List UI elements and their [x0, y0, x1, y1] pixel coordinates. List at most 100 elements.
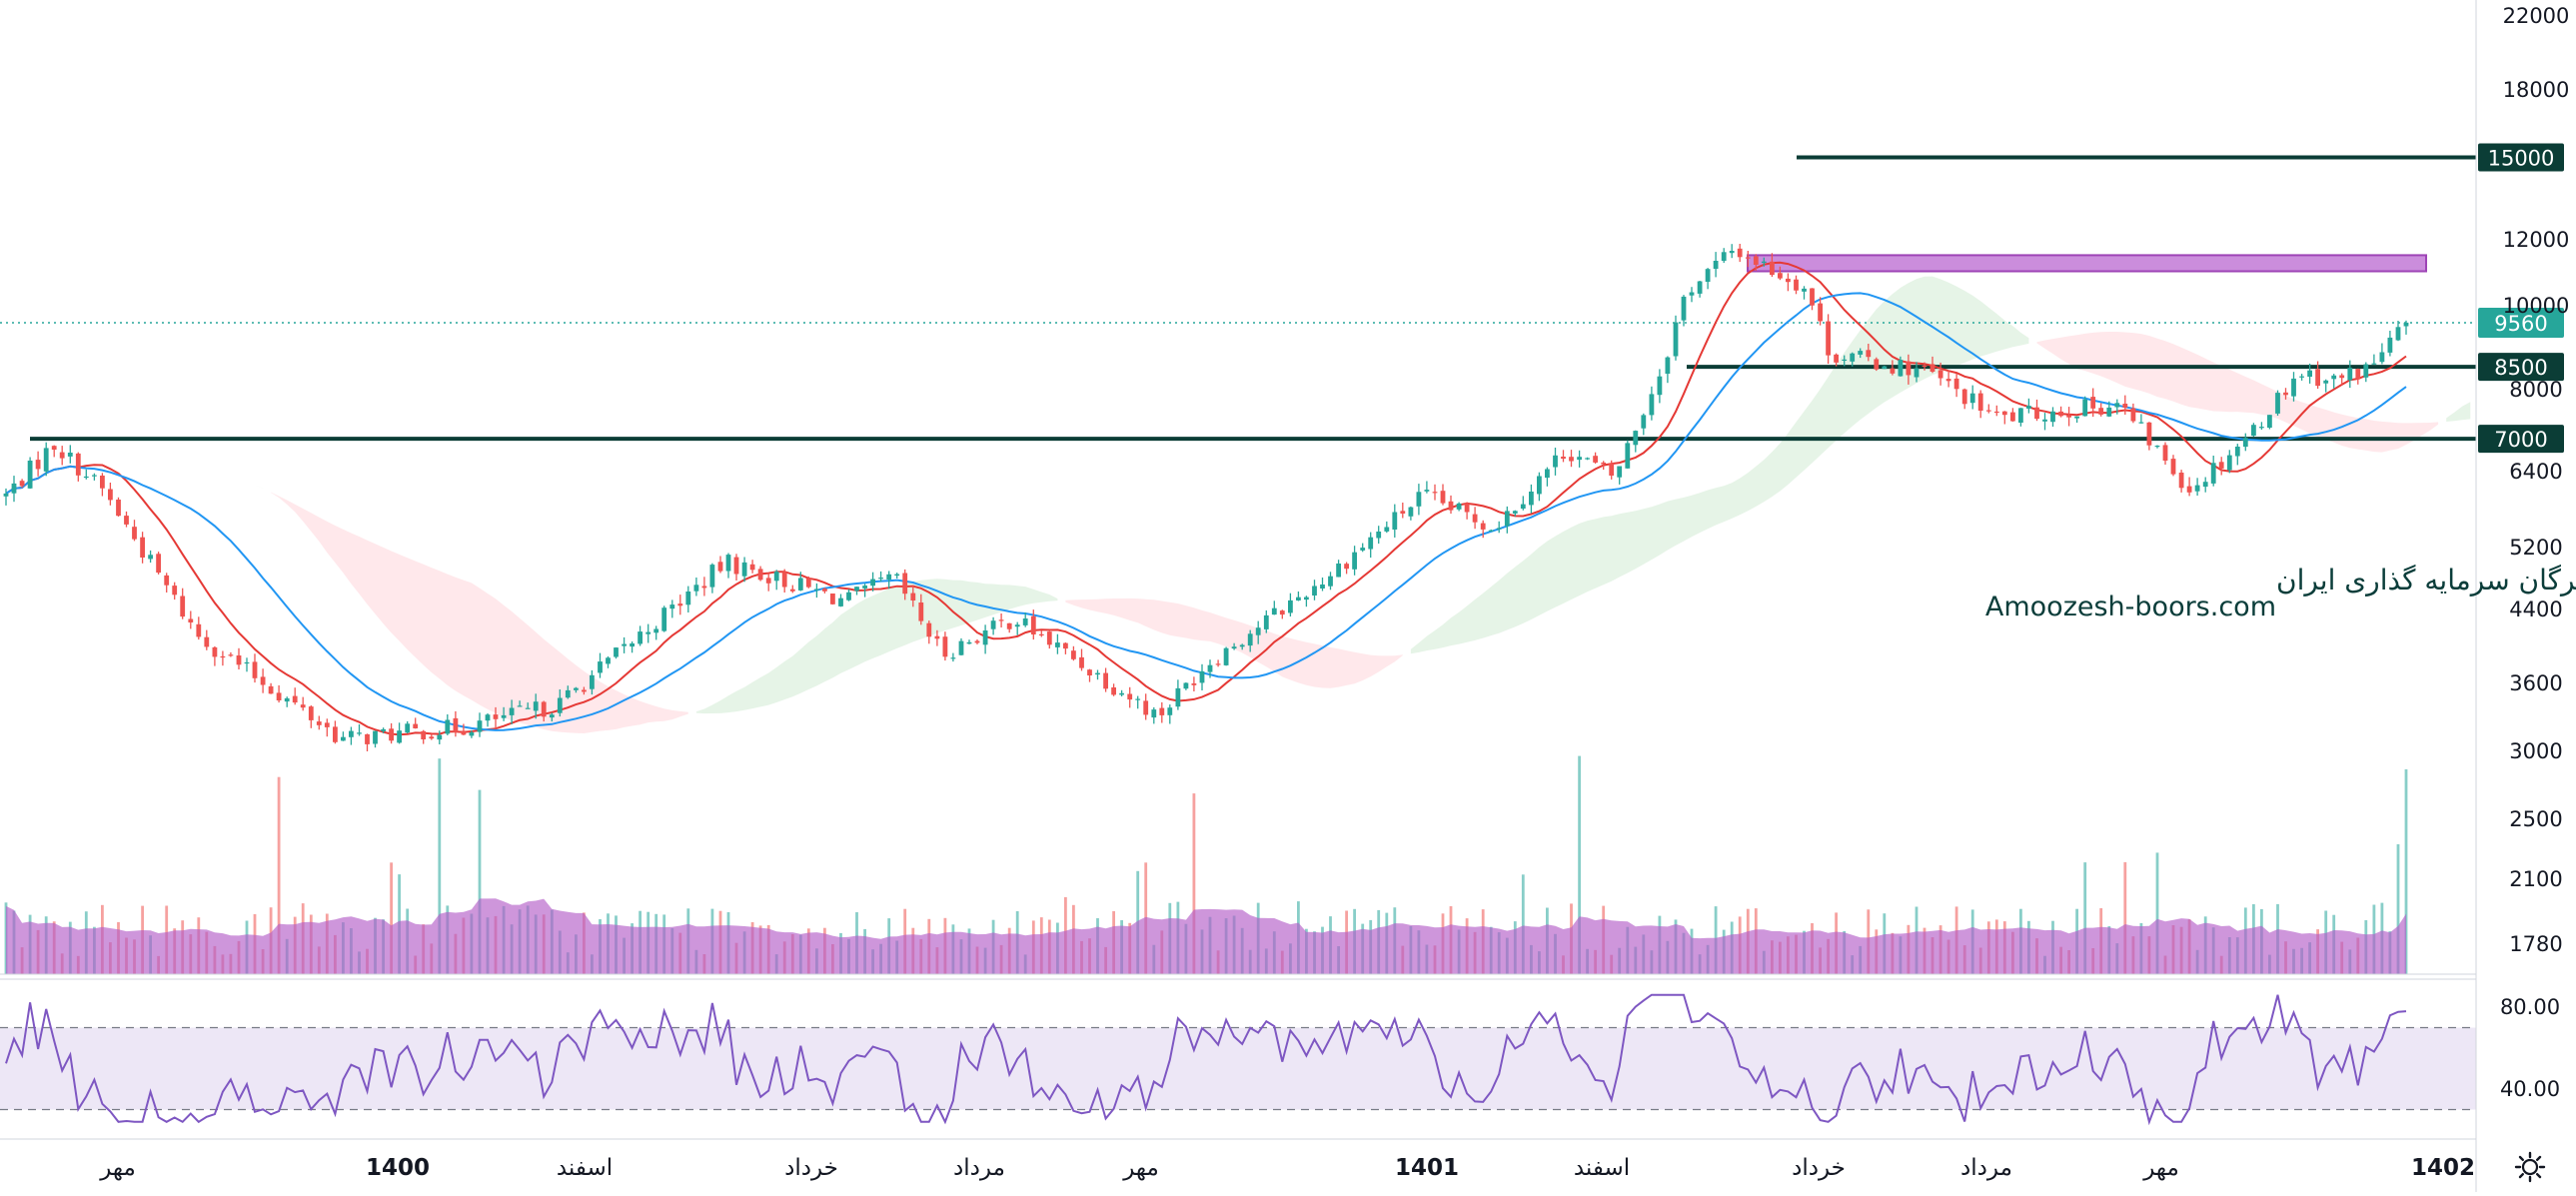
candle-body: [1480, 523, 1486, 530]
candle: [2026, 398, 2031, 414]
candle: [1207, 659, 1213, 678]
candle: [1199, 663, 1205, 690]
level-badge-8500: [2478, 353, 2564, 382]
candle: [661, 605, 667, 632]
candle: [2001, 411, 2007, 425]
candle-body: [2026, 406, 2031, 409]
candle: [870, 572, 875, 592]
candle: [373, 730, 378, 748]
candle: [2291, 372, 2296, 402]
candle: [677, 595, 683, 615]
candle: [156, 552, 161, 575]
candle: [2202, 477, 2208, 493]
candle: [2050, 407, 2055, 427]
axes: 22000 18000 12000 10000 8000 6400 5200 4400 3600…: [99, 0, 2569, 1192]
candle-body: [998, 619, 1004, 621]
candle-body: [1993, 411, 1999, 414]
candle: [614, 646, 619, 659]
candle: [2226, 450, 2232, 474]
chart-settings-button[interactable]: [2510, 1147, 2550, 1187]
candle-body: [910, 593, 916, 600]
candle-body: [1697, 281, 1703, 294]
candle-body: [2202, 482, 2208, 488]
candle-body: [2218, 462, 2224, 469]
candle: [1649, 386, 1655, 421]
candle-body: [1288, 599, 1293, 613]
candle: [333, 720, 338, 744]
candle-body: [902, 573, 908, 595]
candle: [1673, 315, 1679, 361]
candle: [19, 479, 25, 489]
candle-body: [1304, 597, 1309, 600]
candle: [1834, 353, 1839, 367]
candle: [43, 442, 49, 477]
cloud-segment: [271, 492, 688, 733]
candle-body: [2267, 415, 2272, 428]
candle-body: [1969, 393, 1975, 404]
candle-body: [982, 630, 988, 645]
candle-body: [2291, 378, 2296, 397]
level-label-15000: 15000: [2488, 146, 2555, 170]
candle-body: [846, 592, 851, 600]
candle: [1721, 248, 1727, 264]
candle-body: [188, 618, 194, 622]
candle-body: [565, 689, 571, 698]
resistance-zone: [1747, 254, 2427, 273]
price-tick-label: 2500: [2509, 807, 2562, 831]
candle-body: [1914, 368, 1920, 378]
candle-body: [1585, 458, 1590, 460]
candle-body: [1336, 564, 1341, 578]
candle-body: [1593, 456, 1598, 463]
candle-body: [2090, 397, 2096, 409]
candle-body: [1753, 256, 1759, 265]
candle-body: [1649, 394, 1655, 416]
candle-body: [838, 598, 843, 606]
candle: [574, 686, 579, 693]
candle: [268, 682, 274, 694]
candle-body: [725, 555, 731, 572]
candle-body: [461, 730, 467, 735]
candle-body: [1866, 350, 1872, 358]
candle-body: [653, 628, 659, 633]
candle-body: [1665, 357, 1671, 374]
candle-body: [1842, 359, 1848, 361]
candle-body: [1786, 278, 1791, 283]
candle: [501, 706, 507, 721]
candle-body: [517, 705, 523, 707]
candle-body: [1400, 511, 1406, 514]
candle: [1408, 506, 1414, 521]
candle-body: [1721, 252, 1727, 261]
price-tick-label: 3600: [2509, 671, 2562, 695]
candle-body: [1143, 700, 1149, 715]
candle: [1022, 612, 1028, 627]
candle: [365, 733, 370, 751]
candle-body: [108, 489, 113, 501]
candle-body: [1328, 576, 1333, 587]
candle-body: [2259, 427, 2264, 429]
candle-body: [525, 707, 531, 709]
volume-bar: [2155, 852, 2159, 974]
candle-body: [1713, 261, 1719, 269]
candle: [1167, 704, 1173, 724]
candle-body: [1882, 366, 1888, 370]
candle: [2234, 444, 2240, 466]
candle-body: [140, 537, 145, 558]
candle-body: [1376, 532, 1382, 539]
candle: [437, 730, 443, 744]
candle: [2403, 320, 2409, 335]
candle: [1416, 484, 1422, 516]
candle: [902, 569, 908, 600]
candle-body: [429, 736, 435, 739]
candle: [2162, 442, 2168, 465]
candle-body: [1488, 530, 1494, 532]
candle-body: [1802, 288, 1807, 292]
time-tick-label: اسفند: [1574, 1155, 1630, 1181]
candle: [1183, 682, 1189, 690]
candle-body: [1055, 642, 1060, 647]
candle-body: [2194, 485, 2200, 492]
candle: [1810, 288, 1815, 311]
candle-body: [1810, 288, 1815, 306]
candle: [1569, 450, 1574, 468]
